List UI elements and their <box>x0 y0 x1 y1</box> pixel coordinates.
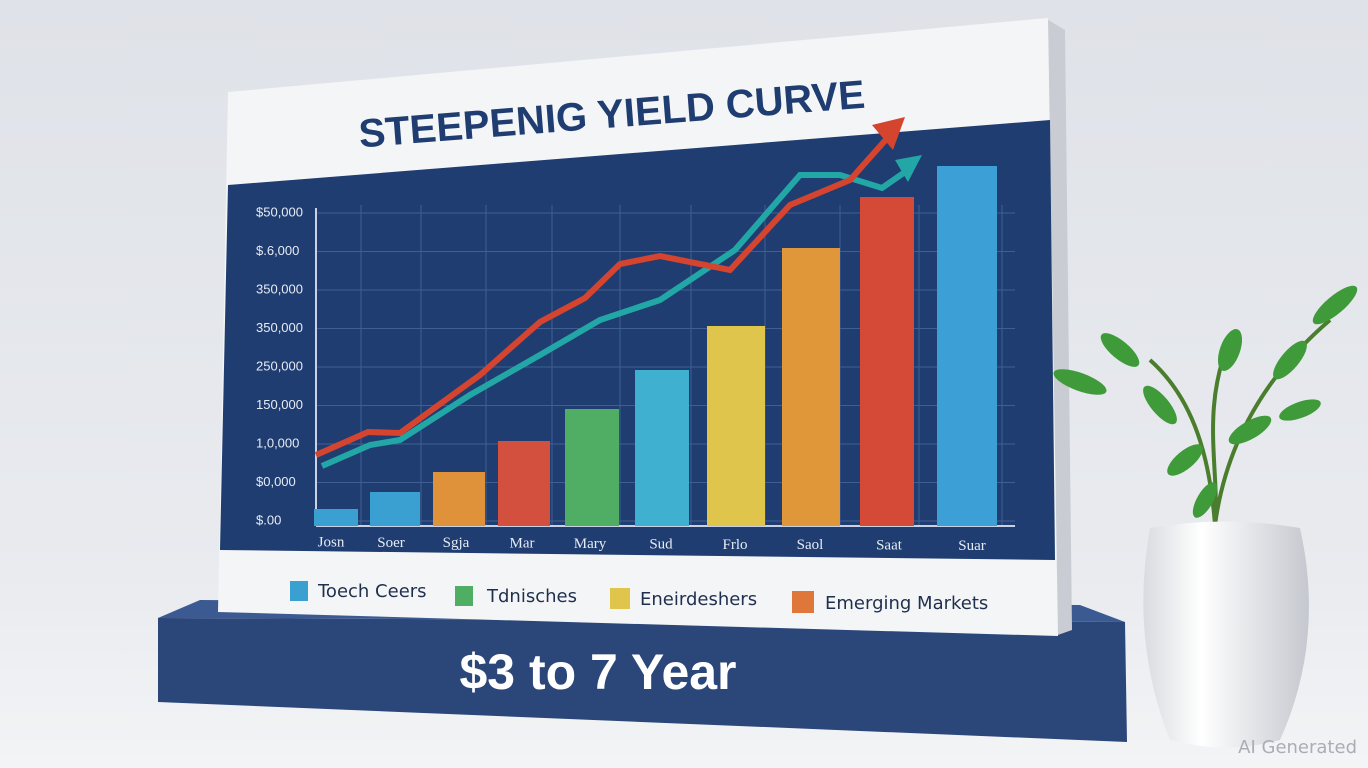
legend-swatch <box>610 588 630 609</box>
y-label: $.00 <box>256 512 281 527</box>
bar <box>314 509 358 526</box>
footer-text: $3 to 7 Year <box>459 644 736 700</box>
board-edge <box>1045 18 1072 636</box>
arrow-head <box>872 117 905 150</box>
x-label: Soer <box>377 535 405 551</box>
leaves <box>1053 285 1358 518</box>
y-label: 350,000 <box>256 320 303 335</box>
chart-area <box>220 120 1055 560</box>
leaf <box>1228 415 1272 445</box>
x-labels: Josn Soer Sgja Mar Mary Sud Frlo Saol Saat Suar <box>318 534 986 554</box>
legend-label: Toech Ceers <box>317 581 427 602</box>
x-label: Suar <box>958 538 986 554</box>
legend-swatch <box>290 581 308 601</box>
y-label: $0,000 <box>256 474 296 489</box>
bar <box>937 166 997 526</box>
x-label: Frlo <box>722 537 747 553</box>
x-label: Mary <box>574 536 607 552</box>
legend-label: Emerging Markets <box>825 593 988 614</box>
leaf <box>1273 340 1307 380</box>
bar <box>860 197 914 526</box>
x-label: Saat <box>876 538 903 554</box>
y-label: 250,000 <box>256 358 303 373</box>
leaf <box>1167 444 1203 476</box>
base-front <box>158 618 1127 742</box>
legend-label: Eneirdeshers <box>640 589 757 610</box>
y-label: $.6,000 <box>256 243 299 258</box>
trend-line-teal <box>320 169 907 469</box>
leaf <box>1053 369 1107 395</box>
y-label: $50,000 <box>256 204 303 219</box>
x-label: Josn <box>318 534 345 550</box>
bar <box>565 409 619 526</box>
legend-swatch <box>792 591 814 613</box>
y-label: 1,0,000 <box>256 435 299 450</box>
bar <box>635 370 689 526</box>
bar <box>370 492 420 526</box>
bar <box>707 326 765 526</box>
pot <box>1143 521 1309 748</box>
legend-label: Tdnisches <box>486 586 577 607</box>
bar <box>782 248 840 526</box>
bar <box>433 472 485 526</box>
leaf <box>1312 285 1358 325</box>
y-labels: $50,000 $.6,000 350,000 350,000 250,000 150,0… <box>256 204 303 527</box>
x-label: Mar <box>510 536 535 552</box>
x-label: Sgja <box>443 535 470 551</box>
leaf <box>1279 399 1321 421</box>
legend: Toech Ceers Tdnisches Eneirdeshers Emerging… <box>317 581 988 614</box>
arrow-head <box>895 155 922 182</box>
bar <box>498 441 550 526</box>
bars <box>314 166 997 526</box>
plant <box>1053 285 1358 748</box>
leaf <box>1192 482 1218 518</box>
x-label: Sud <box>649 536 673 552</box>
y-label: 150,000 <box>256 397 303 412</box>
y-label: 350,000 <box>256 281 303 296</box>
x-label: Saol <box>797 537 824 553</box>
trend-line-red <box>314 133 893 458</box>
leaf <box>1217 329 1243 371</box>
watermark: AI Generated <box>1238 737 1357 758</box>
leaf <box>1100 333 1140 367</box>
legend-swatch <box>455 586 473 606</box>
leaf <box>1143 385 1177 425</box>
